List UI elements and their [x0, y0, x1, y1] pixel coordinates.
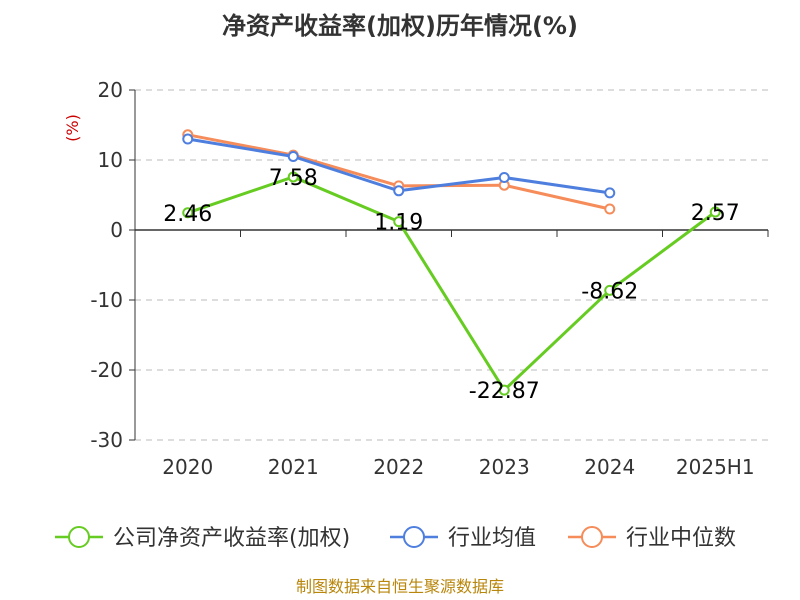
data-point[interactable]	[182, 133, 194, 145]
data-label: -22.87	[469, 379, 540, 404]
legend-item[interactable]: 公司净资产收益率(加权)	[55, 526, 350, 551]
legend-label: 行业中位数	[626, 526, 736, 551]
data-point[interactable]	[709, 206, 721, 218]
data-point[interactable]	[182, 207, 194, 219]
x-tick-label: 2020	[162, 455, 213, 479]
data-point[interactable]	[498, 384, 510, 396]
y-tick-label: -30	[90, 428, 123, 452]
x-tick-label: 2024	[584, 455, 635, 479]
legend-swatch-marker	[581, 526, 603, 548]
x-tick-label: 2025H1	[676, 455, 755, 479]
data-point[interactable]	[604, 203, 616, 215]
data-labels: 2.46 7.58 1.19 -22.87 -8.62 2.57	[163, 166, 739, 404]
data-label: 2.57	[691, 201, 740, 226]
data-label: 7.58	[269, 166, 318, 191]
x-tick-label: 2023	[479, 455, 530, 479]
axes: 20 10 0 -10 -20 -30 2020 2021 2022 2023 2024 2025H1	[90, 78, 769, 479]
x-tick-label: 2021	[268, 455, 319, 479]
series-line	[187, 175, 717, 392]
data-point[interactable]	[604, 284, 616, 296]
y-axis-unit: (%)	[63, 114, 82, 142]
chart-title: 净资产收益率(加权)历年情况(%)	[222, 12, 578, 40]
data-point[interactable]	[498, 172, 510, 183]
legend-label: 公司净资产收益率(加权)	[113, 526, 350, 551]
legend-item[interactable]: 行业均值	[390, 526, 536, 551]
y-tick-label: 20	[98, 78, 123, 102]
data-label: 1.19	[374, 211, 423, 236]
data-label: 2.46	[163, 202, 212, 227]
y-tick-label: 0	[110, 218, 123, 242]
legend[interactable]: 公司净资产收益率(加权) 行业均值 行业中位数	[55, 526, 736, 551]
y-tick-label: -10	[90, 288, 123, 312]
data-point[interactable]	[393, 216, 405, 228]
data-point[interactable]	[287, 171, 299, 183]
data-label: -8.62	[581, 279, 638, 304]
data-point[interactable]	[393, 185, 405, 197]
y-tick-label: -20	[90, 358, 123, 382]
legend-swatch-marker	[403, 526, 425, 548]
series-lines	[182, 129, 721, 396]
legend-item[interactable]: 行业中位数	[568, 526, 736, 551]
y-tick-label: 10	[98, 148, 123, 172]
legend-label: 行业均值	[448, 526, 536, 551]
x-tick-label: 2022	[373, 455, 424, 479]
data-point[interactable]	[287, 151, 299, 162]
series-line	[187, 133, 611, 211]
source-note: 制图数据来自恒生聚源数据库	[296, 577, 504, 596]
data-point[interactable]	[604, 187, 616, 199]
legend-swatch-marker	[68, 526, 90, 548]
